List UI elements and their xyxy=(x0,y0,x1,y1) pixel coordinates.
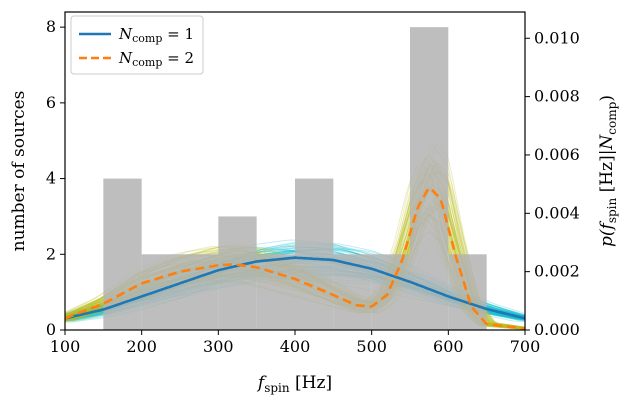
x-tick-label: 500 xyxy=(356,337,387,356)
yr-base: f xyxy=(597,220,617,231)
median-line-ncomp-2 xyxy=(65,187,525,330)
x-tick-label: 700 xyxy=(510,337,541,356)
y-right-tick-label: 0.000 xyxy=(534,320,580,339)
y-tick-label: 8 xyxy=(46,17,56,36)
histogram-bar xyxy=(295,178,334,330)
y-axis-label: number of sources xyxy=(9,91,29,252)
histogram-bar xyxy=(410,27,449,331)
legend-box xyxy=(70,15,204,75)
leg0-sub: comp xyxy=(132,32,162,45)
legend-label-ncomp-2: Ncomp = 2 xyxy=(118,49,194,69)
x-tick-label: 100 xyxy=(50,337,81,356)
y-right-axis-ticks: 0.000 0.002 0.004 0.006 0.008 0.010 xyxy=(525,28,580,339)
leg1-base: N xyxy=(118,49,133,67)
x-axis-ticks: 100 200 300 400 500 600 700 xyxy=(50,330,541,356)
histogram-bars xyxy=(103,27,487,331)
x-tick-label: 200 xyxy=(126,337,157,356)
yr-mid: [Hz]| xyxy=(597,150,617,198)
histogram-bar xyxy=(141,254,180,330)
x-axis-label-sub: spin xyxy=(264,381,290,395)
x-axis-label: fspin [Hz] xyxy=(256,373,332,395)
legend-label-ncomp-1: Ncomp = 1 xyxy=(118,25,194,45)
leg1-rest: = 2 xyxy=(162,49,194,67)
yr-close: ) xyxy=(597,95,617,102)
y-right-tick-label: 0.010 xyxy=(534,28,580,47)
legend: Ncomp = 1 Ncomp = 2 xyxy=(70,15,204,75)
leg1-sub: comp xyxy=(132,56,162,69)
x-axis-label-base: f xyxy=(256,373,267,393)
x-axis-label-unit: [Hz] xyxy=(290,373,332,393)
y-right-tick-label: 0.004 xyxy=(534,203,580,222)
y-right-axis-label: p(fspin [Hz]|Ncomp) xyxy=(597,95,619,247)
y-right-tick-label: 0.002 xyxy=(534,262,580,281)
median-lines xyxy=(65,187,525,330)
histogram-bar xyxy=(448,254,487,330)
y-tick-label: 6 xyxy=(46,93,56,112)
leg0-base: N xyxy=(118,25,133,43)
histogram-bar xyxy=(256,254,295,330)
yr-sub: spin xyxy=(605,197,619,223)
x-tick-label: 600 xyxy=(433,337,464,356)
y-tick-label: 2 xyxy=(46,244,56,263)
y-tick-label: 0 xyxy=(46,320,56,339)
yr-sub2: comp xyxy=(605,101,619,134)
histogram-bar xyxy=(103,178,142,330)
yr-open: p( xyxy=(597,229,617,247)
y-axis-ticks: 0 2 4 6 8 xyxy=(46,17,65,339)
y-right-tick-label: 0.006 xyxy=(534,145,580,164)
x-tick-label: 300 xyxy=(203,337,234,356)
histogram-bar xyxy=(218,216,257,330)
y-right-tick-label: 0.008 xyxy=(534,87,580,106)
x-tick-label: 400 xyxy=(280,337,311,356)
y-tick-label: 4 xyxy=(46,169,56,188)
yr-base2: N xyxy=(597,134,617,151)
histogram-bar xyxy=(371,254,410,330)
median-line-ncomp-1 xyxy=(65,256,525,320)
leg0-rest: = 1 xyxy=(162,25,194,43)
